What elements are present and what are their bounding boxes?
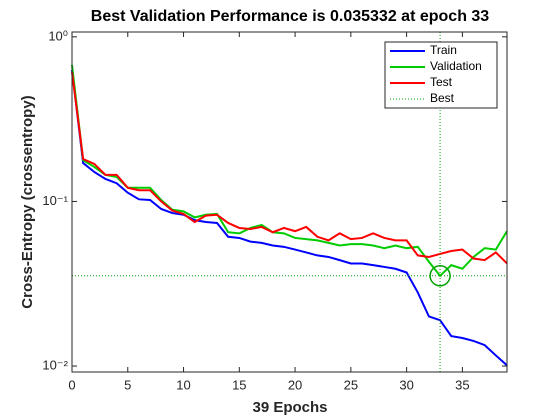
series-line: [71, 69, 508, 367]
legend-label: Train: [430, 43, 457, 57]
y-axis-label: Cross-Entropy (crossentropy): [19, 95, 36, 308]
x-tick-label: 10: [176, 377, 190, 392]
y-tick-label: 10⁻²: [42, 357, 68, 372]
legend-box: [384, 41, 498, 109]
x-axis-label: 39 Epochs: [252, 399, 327, 416]
x-tick-label: 25: [344, 377, 358, 392]
series-line: [71, 64, 508, 278]
y-tick-label: 10⁻¹: [42, 193, 68, 208]
x-tick-label: 30: [399, 377, 413, 392]
x-tick-label: 0: [68, 377, 75, 392]
legend-label: Validation: [430, 59, 482, 73]
x-tick-label: 20: [288, 377, 302, 392]
x-tick-label: 35: [455, 377, 469, 392]
chart-title: Best Validation Performance is 0.035332 …: [91, 8, 490, 25]
x-tick-label: 15: [232, 377, 246, 392]
best-marker: [429, 265, 451, 287]
x-tick-label: 5: [124, 377, 131, 392]
legend-label: Best: [430, 91, 455, 105]
axes-box: [71, 31, 508, 373]
series-line: [71, 72, 508, 265]
legend-label: Test: [430, 75, 453, 89]
y-tick-label: 10⁰: [48, 28, 68, 43]
